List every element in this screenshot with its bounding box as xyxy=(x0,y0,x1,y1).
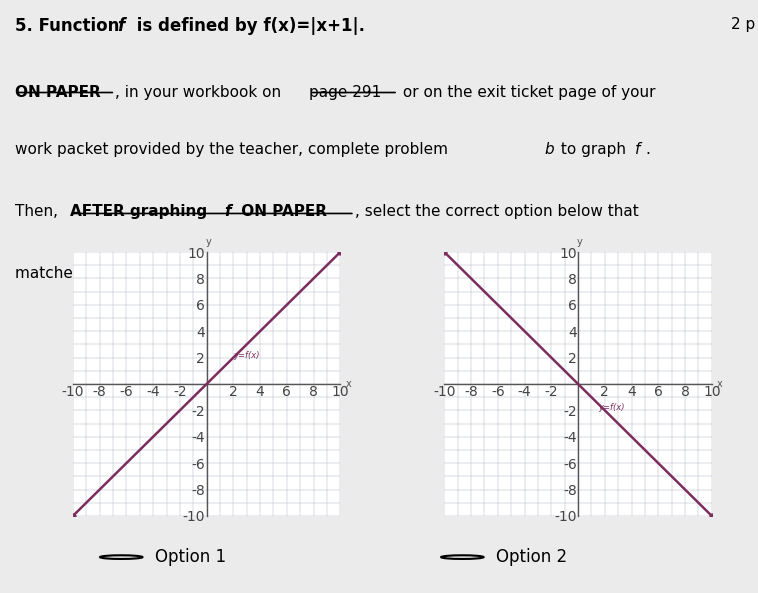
Text: to graph: to graph xyxy=(556,142,631,157)
Text: AFTER graphing: AFTER graphing xyxy=(70,204,212,219)
Text: Option 1: Option 1 xyxy=(155,548,227,566)
Text: or on the exit ticket page of your: or on the exit ticket page of your xyxy=(398,85,656,100)
Text: Then,: Then, xyxy=(15,204,63,219)
Text: y: y xyxy=(577,237,583,247)
Text: y=f(x): y=f(x) xyxy=(598,403,625,412)
Text: x: x xyxy=(346,379,352,389)
Text: Option 2: Option 2 xyxy=(496,548,568,566)
Text: .: . xyxy=(646,142,650,157)
Text: , select the correct option below that: , select the correct option below that xyxy=(355,204,638,219)
Text: 5. Function: 5. Function xyxy=(15,17,125,34)
Text: ON PAPER: ON PAPER xyxy=(15,85,101,100)
Text: y=f(x): y=f(x) xyxy=(233,350,260,359)
Text: matches your work on paper.: matches your work on paper. xyxy=(15,266,240,280)
Text: f: f xyxy=(224,204,231,219)
Text: page 291: page 291 xyxy=(309,85,381,100)
Text: y: y xyxy=(205,237,211,247)
Text: is defined by f(x)=|x+1|.: is defined by f(x)=|x+1|. xyxy=(131,17,365,34)
Text: b: b xyxy=(544,142,554,157)
Text: work packet provided by the teacher, complete problem: work packet provided by the teacher, com… xyxy=(15,142,453,157)
Text: 2 p: 2 p xyxy=(731,17,756,31)
Text: , in your workbook on: , in your workbook on xyxy=(115,85,287,100)
Text: x: x xyxy=(717,379,723,389)
Text: f: f xyxy=(117,17,125,34)
Text: f: f xyxy=(635,142,641,157)
Text: ON PAPER: ON PAPER xyxy=(236,204,327,219)
